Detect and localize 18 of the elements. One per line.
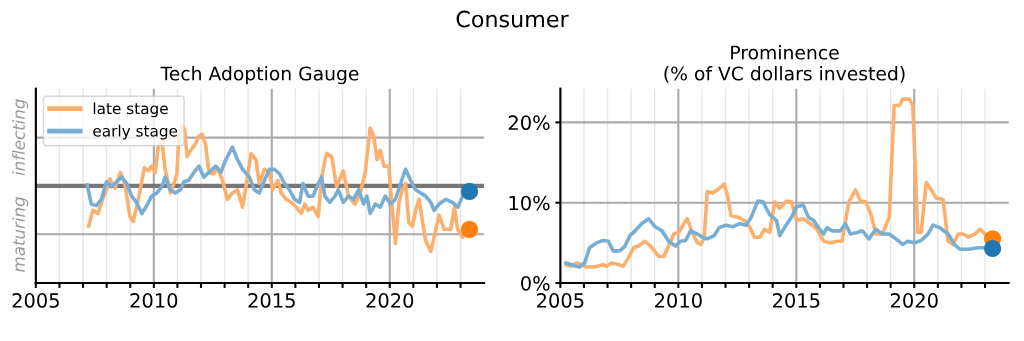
chart-title: Prominence (% of VC dollars invested) — [664, 45, 905, 83]
x-tick-label: 2010 — [655, 293, 702, 308]
x-tick-label: 2015 — [772, 293, 820, 308]
text: inflecting — [12, 99, 29, 176]
y-tick-label: 0% — [521, 275, 550, 291]
y-tick-label: 10% — [509, 195, 550, 211]
x-tick-label: 2005 — [537, 293, 584, 308]
text: Consumer — [456, 10, 569, 28]
text: maturing — [12, 196, 29, 272]
y-tick-label: 20% — [508, 115, 550, 131]
x-tick-label: 2020 — [890, 293, 938, 308]
chart-title: Tech Adoption Gauge — [160, 66, 359, 85]
x-tick-label: 2005 — [12, 293, 59, 308]
x-tick-label: 2015 — [248, 293, 295, 308]
legend-label: early stage — [93, 124, 178, 140]
legend-label: late stage — [93, 102, 168, 118]
x-tick-label: 2020 — [366, 293, 414, 308]
x-tick-label: 2010 — [130, 293, 178, 308]
